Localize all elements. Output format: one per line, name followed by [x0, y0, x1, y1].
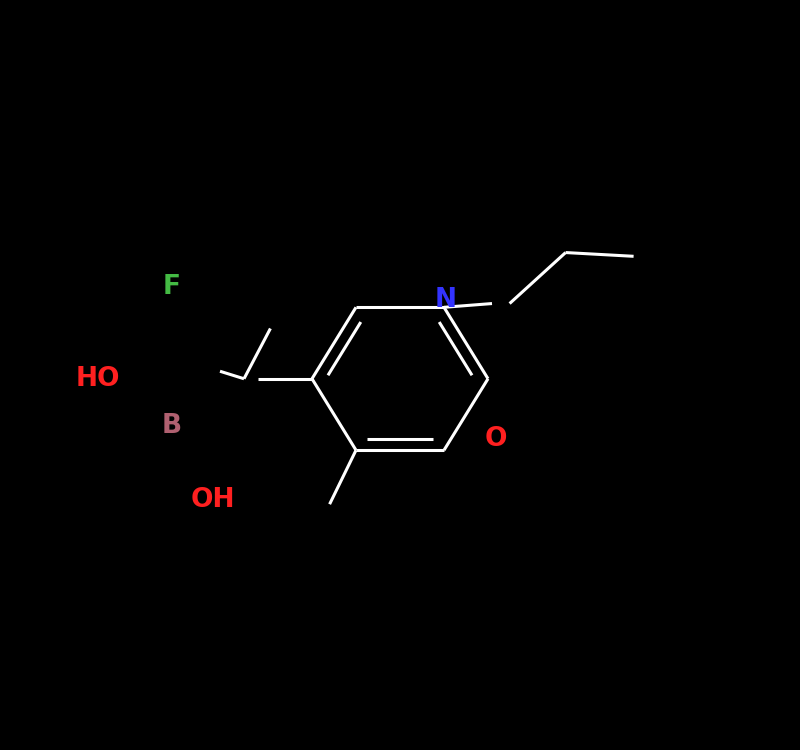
- Text: N: N: [434, 287, 457, 313]
- Text: F: F: [163, 274, 181, 299]
- Text: B: B: [162, 413, 182, 439]
- Text: O: O: [485, 426, 507, 451]
- Text: OH: OH: [190, 488, 235, 513]
- Text: HO: HO: [76, 366, 121, 392]
